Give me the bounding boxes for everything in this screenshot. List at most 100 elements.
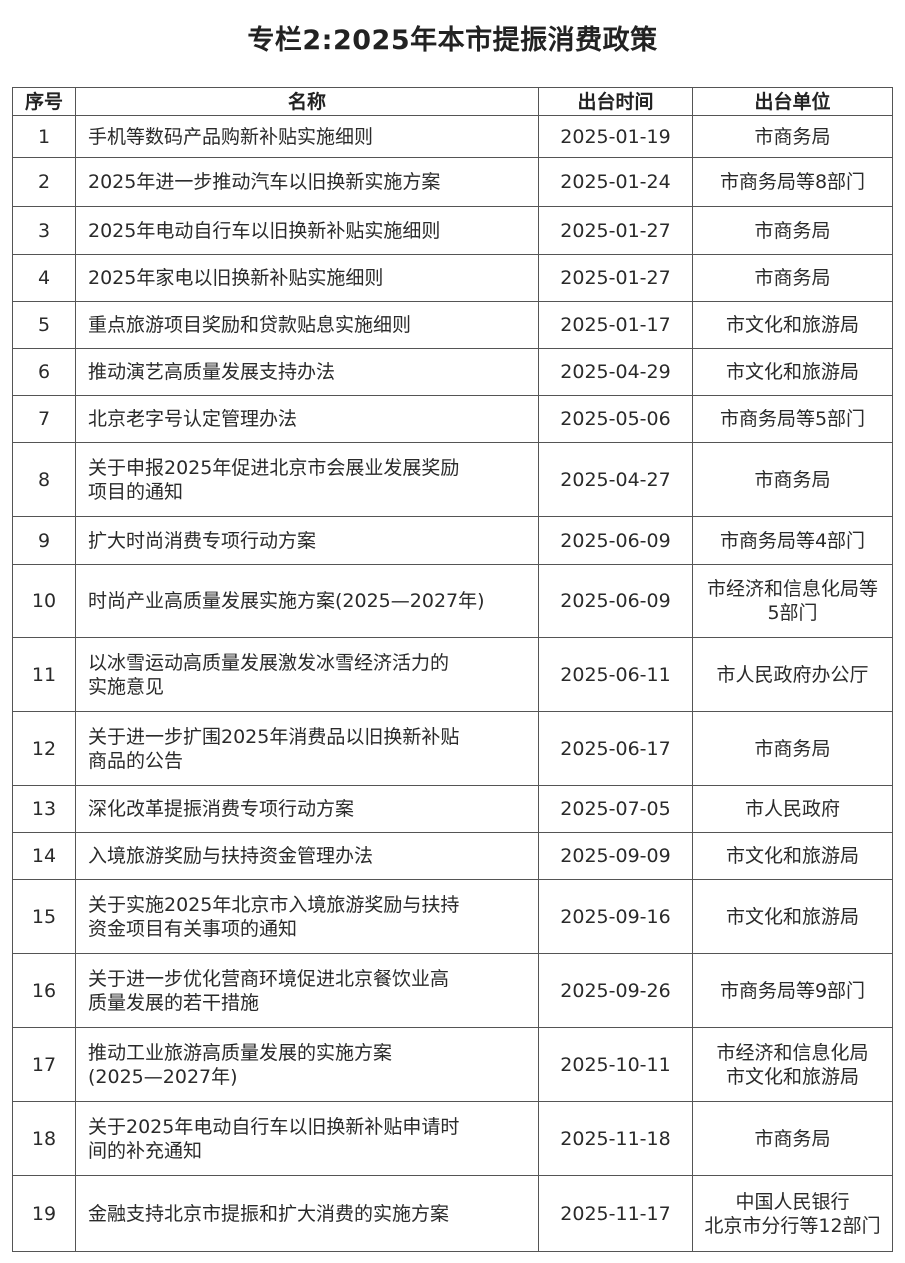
issuing-unit-line: 市商务局 <box>754 468 831 491</box>
policy-name-line: 入境旅游奖励与扶持资金管理办法 <box>88 845 374 867</box>
issuing-unit: 市商务局 <box>692 711 893 786</box>
row-number-text: 14 <box>31 845 57 867</box>
issue-date: 2025-06-17 <box>538 711 693 786</box>
row-number-text: 8 <box>37 468 51 491</box>
policy-name-line: 时尚产业高质量发展实施方案(2025—2027年) <box>88 590 485 612</box>
issue-date: 2025-11-17 <box>538 1175 693 1252</box>
issuing-unit-line: 市商务局等5部门 <box>719 408 866 430</box>
issuing-unit-line: 北京市分行等12部门 <box>704 1214 881 1237</box>
policy-name: 入境旅游奖励与扶持资金管理办法 <box>75 832 539 880</box>
row-number: 10 <box>12 564 76 638</box>
policy-name-line: 间的补充通知 <box>88 1139 203 1162</box>
issuing-unit: 市文化和旅游局 <box>692 879 893 954</box>
issuing-unit: 市商务局 <box>692 1101 893 1176</box>
issue-date-text: 2025-09-09 <box>560 845 671 867</box>
policy-name-line: 资金项目有关事项的通知 <box>88 917 298 940</box>
issue-date: 2025-04-29 <box>538 348 693 396</box>
issuing-unit-line: 市商务局 <box>754 737 831 760</box>
policy-name-line: 推动演艺高质量发展支持办法 <box>88 361 336 383</box>
policy-name: 关于进一步扩围2025年消费品以旧换新补贴 商品的公告 <box>75 711 539 786</box>
issuing-unit: 市人民政府 <box>692 785 893 833</box>
issuing-unit-line: 市文化和旅游局 <box>725 845 859 867</box>
issuing-unit: 市商务局 <box>692 442 893 517</box>
row-number-text: 2 <box>37 171 51 193</box>
issue-date-text: 2025-06-17 <box>560 737 671 760</box>
issuing-unit-line: 市文化和旅游局 <box>725 314 859 336</box>
policy-table: 序号 名称 出台时间 出台单位 1 手机等数码产品购新补贴实施细则 2025-01-… <box>12 87 893 1252</box>
table-row: 3 2025年电动自行车以旧换新补贴实施细则 2025-01-27 市商务局 <box>12 206 893 255</box>
row-number: 9 <box>12 516 76 565</box>
issuing-unit-line: 市经济和信息化局 <box>716 1041 869 1064</box>
issuing-unit-line: 市文化和旅游局 <box>725 1065 859 1088</box>
issuing-unit: 市商务局等8部门 <box>692 157 893 207</box>
issuing-unit-line: 市商务局 <box>754 219 831 242</box>
policy-name-line: 关于申报2025年促进北京市会展业发展奖励 <box>88 456 460 479</box>
issue-date: 2025-06-09 <box>538 564 693 638</box>
row-number-text: 16 <box>31 979 57 1002</box>
row-number-text: 6 <box>37 361 51 383</box>
table-row: 9 扩大时尚消费专项行动方案 2025-06-09 市商务局等4部门 <box>12 516 893 565</box>
header-unit: 出台单位 <box>692 87 893 116</box>
row-number: 18 <box>12 1101 76 1176</box>
policy-name-line: 推动工业旅游高质量发展的实施方案 <box>88 1041 393 1064</box>
row-number: 19 <box>12 1175 76 1252</box>
issue-date-text: 2025-01-24 <box>560 171 671 193</box>
issue-date: 2025-07-05 <box>538 785 693 833</box>
issuing-unit: 中国人民银行 北京市分行等12部门 <box>692 1175 893 1252</box>
policy-name: 2025年家电以旧换新补贴实施细则 <box>75 254 539 302</box>
issue-date-text: 2025-11-18 <box>560 1127 671 1150</box>
row-number: 13 <box>12 785 76 833</box>
row-number: 16 <box>12 953 76 1028</box>
row-number-text: 15 <box>31 905 57 928</box>
table-row: 11 以冰雪运动高质量发展激发冰雪经济活力的 实施意见 2025-06-11 市人民政府… <box>12 637 893 712</box>
table-row: 13 深化改革提振消费专项行动方案 2025-07-05 市人民政府 <box>12 785 893 833</box>
issuing-unit: 市经济和信息化局等 5部门 <box>692 564 893 638</box>
issue-date-text: 2025-05-06 <box>560 408 671 430</box>
issue-date: 2025-09-16 <box>538 879 693 954</box>
table-row: 12 关于进一步扩围2025年消费品以旧换新补贴 商品的公告 2025-06-17 市商… <box>12 711 893 786</box>
issue-date: 2025-06-11 <box>538 637 693 712</box>
row-number-text: 17 <box>31 1053 57 1076</box>
policy-name: 深化改革提振消费专项行动方案 <box>75 785 539 833</box>
issue-date: 2025-01-27 <box>538 206 693 255</box>
policy-name-line: 项目的通知 <box>88 480 184 503</box>
policy-name-line: 深化改革提振消费专项行动方案 <box>88 798 355 820</box>
policy-name-line: 2025年电动自行车以旧换新补贴实施细则 <box>88 219 441 242</box>
page-title: 专栏2:2025年本市提振消费政策 <box>247 25 658 56</box>
policy-name-line: 商品的公告 <box>88 749 184 772</box>
table-row: 17 推动工业旅游高质量发展的实施方案 (2025—2027年) 2025-10-11… <box>12 1027 893 1102</box>
issuing-unit: 市商务局等5部门 <box>692 395 893 443</box>
issue-date: 2025-09-09 <box>538 832 693 880</box>
issue-date-text: 2025-06-09 <box>560 590 671 612</box>
policy-name-line: 关于2025年电动自行车以旧换新补贴申请时 <box>88 1115 460 1138</box>
issuing-unit: 市商务局等9部门 <box>692 953 893 1028</box>
header-date: 出台时间 <box>538 87 693 116</box>
issuing-unit: 市商务局等4部门 <box>692 516 893 565</box>
table-header-row: 序号 名称 出台时间 出台单位 <box>12 87 893 116</box>
row-number-text: 3 <box>37 219 51 242</box>
row-number-text: 12 <box>31 737 57 760</box>
table-row: 5 重点旅游项目奖励和贷款贴息实施细则 2025-01-17 市文化和旅游局 <box>12 301 893 349</box>
policy-name-line: 实施意见 <box>88 675 165 698</box>
header-name: 名称 <box>75 87 539 116</box>
table-row: 19 金融支持北京市提振和扩大消费的实施方案 2025-11-17 中国人民银行 北京市… <box>12 1175 893 1252</box>
issue-date: 2025-06-09 <box>538 516 693 565</box>
policy-name-line: 关于进一步扩围2025年消费品以旧换新补贴 <box>88 725 460 748</box>
issue-date-text: 2025-01-27 <box>560 219 671 242</box>
table-row: 15 关于实施2025年北京市入境旅游奖励与扶持 资金项目有关事项的通知 2025-0… <box>12 879 893 954</box>
issue-date-text: 2025-09-16 <box>560 905 671 928</box>
row-number: 4 <box>12 254 76 302</box>
issuing-unit: 市商务局 <box>692 206 893 255</box>
policy-name-line: 以冰雪运动高质量发展激发冰雪经济活力的 <box>88 651 450 674</box>
table-row: 8 关于申报2025年促进北京市会展业发展奖励 项目的通知 2025-04-27 市商务… <box>12 442 893 517</box>
policy-name: 重点旅游项目奖励和贷款贴息实施细则 <box>75 301 539 349</box>
row-number: 11 <box>12 637 76 712</box>
policy-name-line: 金融支持北京市提振和扩大消费的实施方案 <box>88 1202 450 1225</box>
issuing-unit-line: 中国人民银行 <box>735 1190 850 1213</box>
issue-date-text: 2025-01-19 <box>560 125 671 148</box>
issue-date: 2025-11-18 <box>538 1101 693 1176</box>
issuing-unit-line: 市商务局等8部门 <box>719 171 866 193</box>
policy-name-line: 北京老字号认定管理办法 <box>88 408 298 430</box>
issuing-unit-line: 市文化和旅游局 <box>725 905 859 928</box>
policy-name: 以冰雪运动高质量发展激发冰雪经济活力的 实施意见 <box>75 637 539 712</box>
